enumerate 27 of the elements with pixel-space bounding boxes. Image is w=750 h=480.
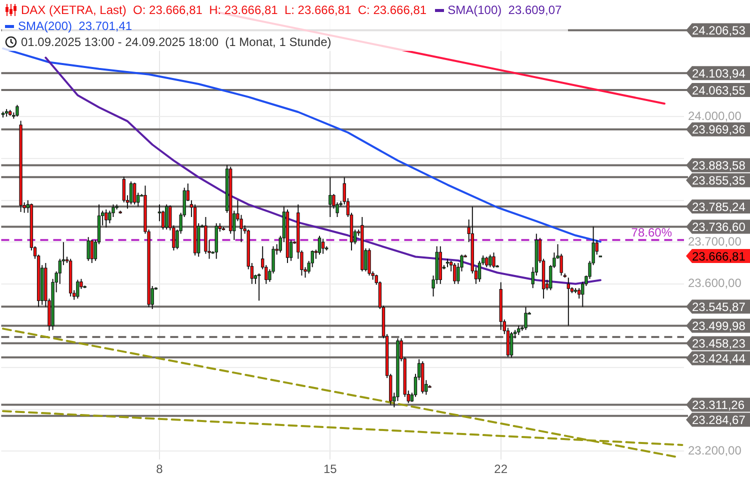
x-tick-label: 15 (323, 462, 338, 476)
ref-line-label: 24.206,53 (692, 24, 746, 38)
ref-line-label: 23.883,58 (692, 158, 746, 173)
text: 01.09.2025 13:00 - 24.09.2025 18:00 (1 Monat, 1 Stunde) (21, 34, 332, 50)
ref-line-label: 23.736,60 (692, 220, 746, 234)
ref-line-label: 24.063,55 (692, 83, 746, 98)
legend-label: SMA(200) 23.701,41 (18, 18, 132, 34)
text: 23.666,81 (692, 249, 746, 264)
ref-line-label: 23.785,24 (692, 200, 746, 214)
ref-line-label: 23.424,44 (692, 352, 746, 366)
ref-line-label: 23.458,23 (692, 336, 746, 351)
ref-line-label: 23.855,35 (692, 174, 746, 188)
ref-line-label: 23.499,98 (692, 319, 746, 334)
y-tick-label: 23.200,00 (688, 444, 742, 458)
x-tick-label: 8 (156, 462, 164, 476)
annotation: 78.60% (631, 225, 672, 240)
chart-title: DAX (XETRA, Last) O: 23.666,81 H: 23.666,81 L: 23.666,81 C: 23.666,81 (21, 2, 427, 18)
y-tick-label: 23.700,00 (688, 234, 742, 248)
x-tick-label: 22 (494, 462, 508, 476)
y-tick-label: 24.000,00 (688, 108, 742, 123)
ref-line-label: 24.103,94 (692, 66, 746, 80)
ref-line-label: 23.311,26 (692, 398, 745, 412)
ref-line-label: 23.969,36 (692, 122, 746, 137)
ref-line-label: 23.545,87 (692, 300, 746, 314)
y-tick-label: 23.600,00 (688, 276, 742, 290)
legend-label: SMA(100) 23.609,07 (448, 2, 562, 18)
ref-line-label: 23.284,67 (692, 413, 746, 428)
